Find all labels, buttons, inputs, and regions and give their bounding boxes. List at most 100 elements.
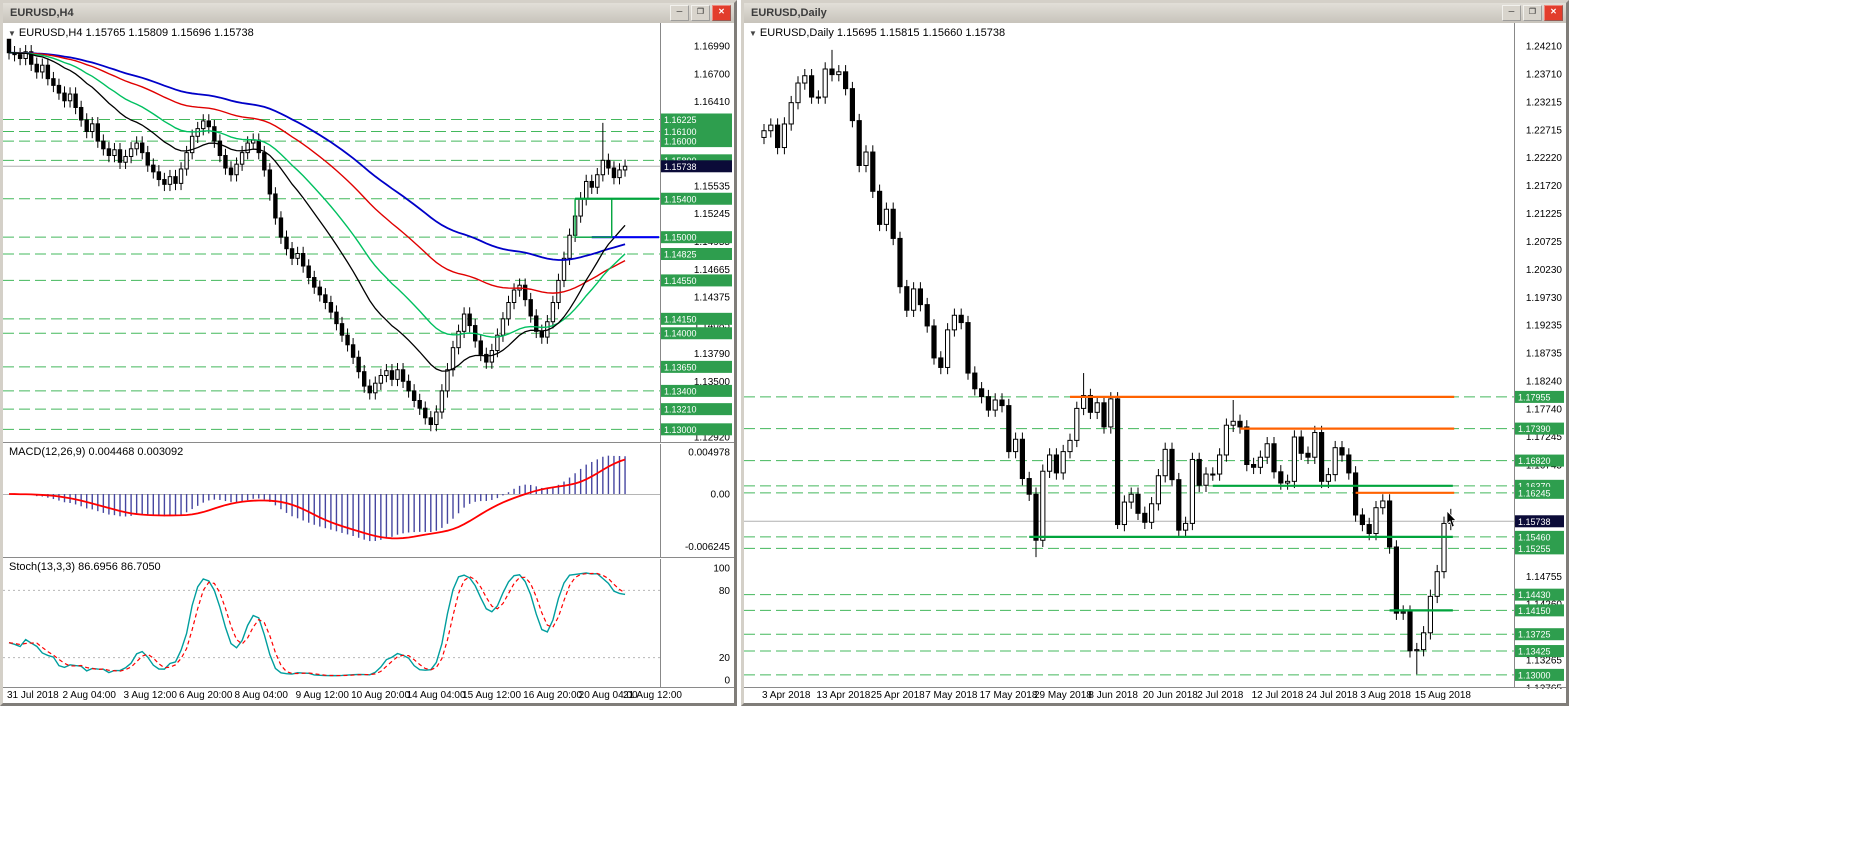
collapse-indicator-icon: ▼	[8, 29, 16, 38]
time-axis-label: 10 Aug 20:00	[351, 690, 411, 701]
time-axis-label: 2 Aug 04:00	[62, 690, 116, 701]
svg-text:1.12920: 1.12920	[694, 433, 731, 444]
svg-text:1.16990: 1.16990	[694, 42, 731, 53]
time-axis-label: 3 Apr 2018	[762, 690, 811, 701]
svg-text:1.13265: 1.13265	[1526, 656, 1563, 667]
svg-text:1.17955: 1.17955	[1518, 392, 1551, 402]
price-axis[interactable]: 1.24210 1.23710 1.23215 1.22715 1.22220 1.217…	[1514, 23, 1566, 703]
svg-text:1.14000: 1.14000	[664, 329, 697, 339]
svg-text:1.24210: 1.24210	[1526, 42, 1563, 53]
collapse-indicator-icon: ▼	[749, 29, 757, 38]
close-button[interactable]: ✕	[1544, 5, 1563, 21]
minimize-button[interactable]: ─	[670, 5, 689, 21]
indicator-panels	[3, 455, 660, 677]
chart-ohlc-text: EURUSD,Daily 1.15695 1.15815 1.15660 1.1…	[759, 27, 1006, 39]
svg-text:1.20230: 1.20230	[1526, 265, 1563, 276]
svg-text:1.16820: 1.16820	[1518, 456, 1551, 466]
svg-text:1.21225: 1.21225	[1526, 209, 1563, 220]
svg-text:1.14755: 1.14755	[1526, 572, 1563, 583]
restore-button[interactable]: ❐	[1523, 5, 1542, 21]
svg-text:80: 80	[719, 586, 731, 597]
svg-text:1.16000: 1.16000	[664, 137, 697, 147]
svg-text:1.13500: 1.13500	[694, 377, 731, 388]
chart-ohlc-header: ▼ EURUSD,Daily 1.15695 1.15815 1.15660 1.…	[749, 27, 1005, 39]
svg-text:1.22220: 1.22220	[1526, 153, 1563, 164]
time-axis: 31 Jul 2018 2 Aug 04:00 3 Aug 12:00 6 Aug 2…	[3, 689, 734, 703]
svg-text:1.17740: 1.17740	[1526, 404, 1563, 415]
svg-text:1.23215: 1.23215	[1526, 97, 1563, 108]
time-axis-label: 2 Jul 2018	[1197, 690, 1244, 701]
time-axis-label: 15 Aug 2018	[1414, 690, 1471, 701]
time-axis-label: 16 Aug 20:00	[523, 690, 583, 701]
svg-text:1.14825: 1.14825	[664, 249, 697, 259]
time-axis-label: 31 Jul 2018	[7, 690, 59, 701]
svg-text:1.13650: 1.13650	[664, 362, 697, 372]
time-axis-label: 8 Jun 2018	[1088, 690, 1138, 701]
svg-text:1.15738: 1.15738	[664, 162, 697, 172]
time-axis-label: 21 Aug 12:00	[623, 690, 682, 701]
minimize-button[interactable]: ─	[1502, 5, 1521, 21]
price-chart-canvas-h4[interactable]: 1.169901.167001.164101.161201.158251.155…	[3, 23, 734, 703]
time-axis-label: 14 Aug 04:00	[406, 690, 466, 701]
svg-text:1.14150: 1.14150	[664, 314, 697, 324]
time-axis-label: 13 Apr 2018	[816, 690, 871, 701]
chart-client-area: 1.24210 1.23710 1.23215 1.22715 1.22220 1.217…	[744, 23, 1566, 703]
svg-text:1.14430: 1.14430	[1518, 590, 1551, 600]
candlesticks	[761, 49, 1454, 675]
panel-separators[interactable]	[3, 442, 734, 688]
svg-text:1.14665: 1.14665	[694, 265, 731, 276]
svg-text:1.13400: 1.13400	[664, 386, 697, 396]
svg-text:1.14150: 1.14150	[1518, 606, 1551, 616]
time-axis-label: 17 May 2018	[979, 690, 1038, 701]
svg-text:1.15535: 1.15535	[694, 181, 731, 192]
close-button[interactable]: ✕	[712, 5, 731, 21]
window-title: EURUSD,H4	[10, 7, 74, 19]
svg-text:1.16370: 1.16370	[1518, 481, 1551, 491]
svg-text:1.15245: 1.15245	[694, 209, 731, 220]
time-axis: 3 Apr 2018 13 Apr 2018 25 Apr 2018 7 May 20…	[744, 689, 1566, 703]
candlesticks	[6, 38, 628, 432]
svg-text:1.16245: 1.16245	[1518, 488, 1551, 498]
svg-text:1.16225: 1.16225	[664, 115, 697, 125]
svg-text:1.19730: 1.19730	[1526, 293, 1563, 304]
svg-text:1.13000: 1.13000	[664, 425, 697, 435]
svg-text:1.13790: 1.13790	[694, 349, 731, 360]
svg-text:1.21720: 1.21720	[1526, 181, 1563, 192]
chart-window-h4: EURUSD,H4 ─ ❐ ✕ 1.16990 1.16700 1.16410 1.1…	[0, 0, 737, 706]
chart-client-area: 1.169901.167001.164101.161201.158251.155…	[3, 23, 734, 703]
price-chart-canvas-daily[interactable]: 1.24210 1.23710 1.23215 1.22715 1.22220 1.217…	[744, 23, 1566, 703]
window-titlebar[interactable]: EURUSD,Daily ─ ❐ ✕	[744, 3, 1566, 24]
price-axis[interactable]: 1.169901.167001.164101.161201.158251.155…	[660, 23, 734, 703]
svg-text:0: 0	[724, 676, 730, 687]
svg-text:1.17245: 1.17245	[1526, 432, 1563, 443]
svg-text:1.16410: 1.16410	[694, 97, 731, 108]
window-titlebar[interactable]: EURUSD,H4 ─ ❐ ✕	[3, 3, 734, 24]
svg-text:1.17390: 1.17390	[1518, 424, 1551, 434]
time-axis-label: 9 Aug 12:00	[295, 690, 349, 701]
svg-text:1.23710: 1.23710	[1526, 70, 1563, 81]
svg-text:1.13725: 1.13725	[1518, 630, 1551, 640]
chart-ohlc-header: ▼ EURUSD,H4 1.15765 1.15809 1.15696 1.157…	[8, 27, 254, 39]
support-resistance-lines[interactable]	[574, 197, 659, 239]
svg-text:100: 100	[713, 564, 730, 575]
svg-text:1.14375: 1.14375	[694, 293, 731, 304]
restore-button[interactable]: ❐	[691, 5, 710, 21]
svg-text:1.16700: 1.16700	[694, 69, 731, 80]
chart-window-daily: EURUSD,Daily ─ ❐ ✕ 1.24210 1.23710 1.23215…	[741, 0, 1569, 706]
svg-text:0.00: 0.00	[711, 490, 731, 501]
svg-text:1.20725: 1.20725	[1526, 237, 1563, 248]
svg-text:1.18240: 1.18240	[1526, 376, 1563, 387]
time-axis-label: 24 Jul 2018	[1306, 690, 1358, 701]
svg-text:1.14550: 1.14550	[664, 276, 697, 286]
svg-text:1.15738: 1.15738	[1518, 517, 1551, 527]
svg-text:1.14085: 1.14085	[694, 321, 731, 332]
svg-text:1.16100: 1.16100	[664, 127, 697, 137]
chart-ohlc-text: EURUSD,H4 1.15765 1.15809 1.15696 1.1573…	[18, 27, 254, 39]
time-axis-label: 29 May 2018	[1034, 690, 1092, 701]
time-axis-label: 20 Aug 04:00	[578, 690, 638, 701]
svg-text:1.15000: 1.15000	[664, 233, 697, 243]
support-resistance-lines[interactable]	[1029, 395, 1455, 612]
svg-text:-0.006245: -0.006245	[685, 542, 730, 553]
svg-text:1.18735: 1.18735	[1526, 349, 1563, 360]
